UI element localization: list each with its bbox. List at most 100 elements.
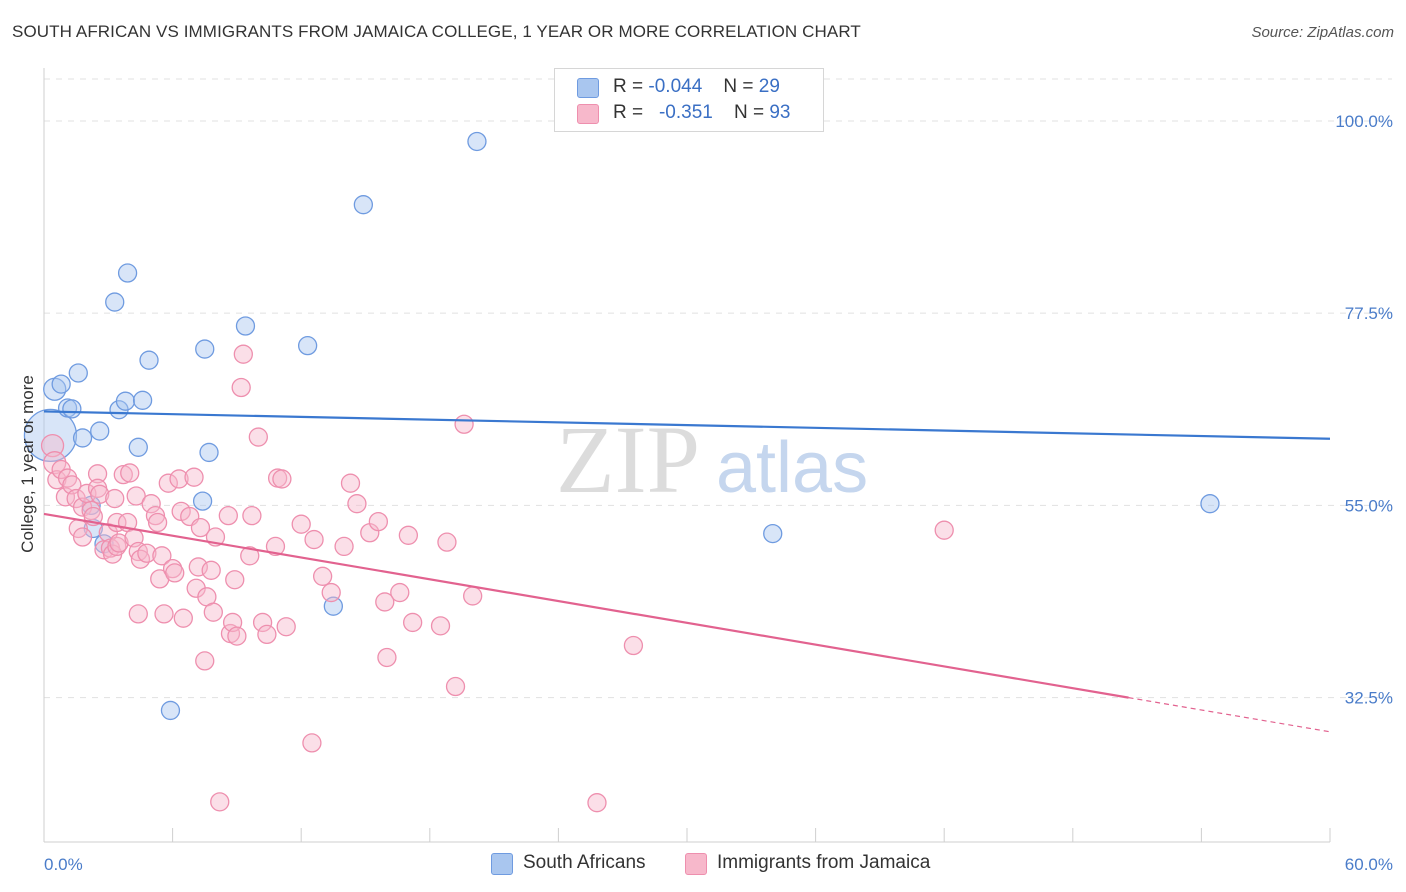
watermark: ZIP atlas xyxy=(556,406,868,513)
data-point xyxy=(158,473,178,493)
data-point xyxy=(231,377,251,398)
data-point xyxy=(248,427,268,447)
data-point xyxy=(272,469,292,489)
legend-swatch-jamaica xyxy=(577,104,599,124)
data-point xyxy=(227,626,247,646)
data-point xyxy=(297,335,318,356)
data-point xyxy=(304,529,324,550)
data-point xyxy=(113,464,133,485)
data-point xyxy=(51,374,71,394)
data-point xyxy=(265,536,286,557)
legend-r-value: -0.044 xyxy=(648,76,703,97)
legend-n-label: N = xyxy=(723,76,754,97)
data-point xyxy=(1200,494,1220,514)
data-point xyxy=(257,624,277,645)
data-point xyxy=(195,339,215,359)
data-point xyxy=(184,467,204,487)
data-point xyxy=(375,592,395,612)
data-point xyxy=(90,421,110,441)
data-point xyxy=(169,469,189,489)
source-label: Source: ZipAtlas.com xyxy=(1251,24,1394,41)
data-point xyxy=(137,543,157,563)
data-point xyxy=(454,414,474,434)
data-point xyxy=(463,586,483,606)
data-point xyxy=(437,532,457,552)
data-point xyxy=(117,263,138,283)
data-point xyxy=(225,570,245,590)
data-point xyxy=(120,463,140,483)
data-point xyxy=(139,350,159,370)
data-point xyxy=(353,195,374,215)
data-point xyxy=(368,511,389,532)
data-point xyxy=(321,582,341,603)
trend-line-jamaica xyxy=(43,512,1129,699)
data-point xyxy=(390,582,410,603)
x-tick-labels: 0.0% 60.0% xyxy=(44,855,1393,874)
trend-line-jamaica-extension xyxy=(1128,697,1331,733)
data-point xyxy=(128,437,148,457)
data-point xyxy=(141,494,161,514)
data-point xyxy=(40,433,65,458)
data-point xyxy=(302,733,322,753)
y-tick-labels: 32.5% 55.0% 77.5% 100.0% xyxy=(1335,112,1393,708)
data-point xyxy=(195,651,215,671)
data-point xyxy=(145,506,166,526)
data-point xyxy=(233,344,253,364)
data-point xyxy=(68,363,88,383)
y-tick-label: 77.5% xyxy=(1345,304,1393,323)
data-point xyxy=(165,563,185,583)
legend-n-value: 93 xyxy=(769,102,791,123)
data-point xyxy=(252,612,273,633)
legend-n-value: 29 xyxy=(758,76,780,97)
data-point xyxy=(347,494,367,514)
data-point xyxy=(126,486,146,506)
data-point xyxy=(132,390,153,410)
legend-swatch-jamaica xyxy=(685,853,707,875)
data-point xyxy=(240,546,260,566)
data-point xyxy=(192,491,213,511)
data-point xyxy=(105,292,125,312)
data-point xyxy=(587,793,607,813)
trend-lines xyxy=(43,410,1331,733)
legend-swatch-south-africans xyxy=(577,78,599,98)
axes xyxy=(43,68,1331,843)
data-point xyxy=(87,464,108,484)
watermark-atlas: atlas xyxy=(716,428,868,508)
data-point xyxy=(154,604,174,624)
legend-r-value: -0.351 xyxy=(658,102,713,123)
data-point xyxy=(201,560,221,580)
legend-r-label: R = xyxy=(613,102,644,123)
y-tick-label: 32.5% xyxy=(1345,689,1393,708)
data-point xyxy=(107,536,127,557)
data-point xyxy=(72,527,93,547)
x-tick-label-max: 60.0% xyxy=(1345,855,1393,874)
data-point xyxy=(623,635,644,656)
data-point xyxy=(291,514,311,534)
data-point xyxy=(199,442,219,463)
data-point xyxy=(430,616,451,636)
data-point xyxy=(398,525,419,545)
data-point xyxy=(403,612,423,633)
data-point xyxy=(90,484,110,504)
data-point xyxy=(210,792,230,812)
data-point xyxy=(152,546,172,566)
legend-label-jamaica: Immigrants from Jamaica xyxy=(717,852,931,873)
data-point xyxy=(235,316,256,336)
y-tick-label: 55.0% xyxy=(1345,496,1393,515)
legend-r-label: R = xyxy=(613,76,644,97)
data-point xyxy=(312,566,333,586)
series-south-africans xyxy=(23,131,1220,721)
data-point xyxy=(218,506,238,526)
x-tick-label-min: 0.0% xyxy=(44,855,83,874)
y-axis-label: College, 1 year or more xyxy=(18,375,37,553)
data-point xyxy=(62,399,82,419)
data-point xyxy=(445,676,466,697)
data-point xyxy=(934,520,954,540)
data-point xyxy=(467,131,487,152)
legend-swatch-south-africans xyxy=(491,853,513,875)
data-point xyxy=(190,517,211,538)
data-point xyxy=(377,647,397,668)
data-point xyxy=(147,512,168,533)
trend-line-south-africans xyxy=(43,410,1331,440)
